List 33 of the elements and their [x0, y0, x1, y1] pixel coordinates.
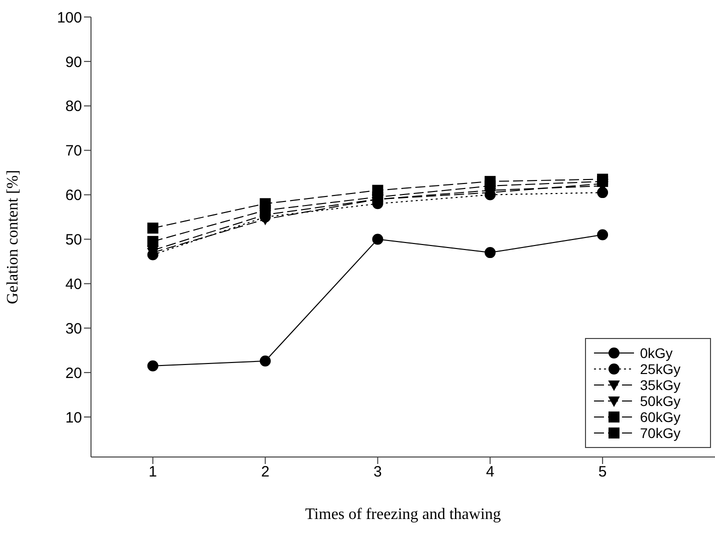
x-tick-label: 5 [598, 464, 607, 481]
point [260, 198, 271, 210]
point [372, 184, 384, 196]
y-tick-label: 40 [65, 276, 82, 293]
legend-label: 25kGy [640, 361, 680, 377]
y-tick-label: 60 [65, 187, 82, 204]
y-tick-label: 10 [65, 409, 82, 426]
x-tick-label: 1 [148, 464, 158, 481]
y-tick-label: 80 [65, 98, 82, 116]
y-tick-label: 50 [65, 232, 82, 249]
x-tick-label: 4 [486, 464, 494, 481]
point [484, 247, 496, 258]
point [484, 176, 496, 187]
legend-label: 60kGy [640, 409, 680, 425]
y-tick-label: 30 [65, 320, 82, 338]
legend-label: 70kGy [640, 425, 680, 441]
y-tick-label: 70 [65, 142, 82, 160]
legend-label: 0kGy [640, 345, 673, 361]
point [597, 229, 608, 240]
point [147, 222, 158, 234]
point [147, 360, 158, 372]
x-tick-label: 3 [374, 464, 382, 481]
x-tick-label: 2 [261, 464, 270, 481]
y-tick-label: 20 [65, 364, 82, 382]
y-tick-label: 90 [65, 54, 82, 71]
y-axis-title: Gelation content [%] [4, 170, 22, 304]
legend-label: 50kGy [640, 393, 680, 409]
legend-label: 35kGy [640, 377, 680, 393]
point [147, 236, 158, 247]
point [372, 234, 384, 245]
y-tick-label: 100 [56, 9, 82, 26]
x-axis-title: Times of freezing and thawing [305, 506, 501, 523]
point [260, 356, 271, 366]
